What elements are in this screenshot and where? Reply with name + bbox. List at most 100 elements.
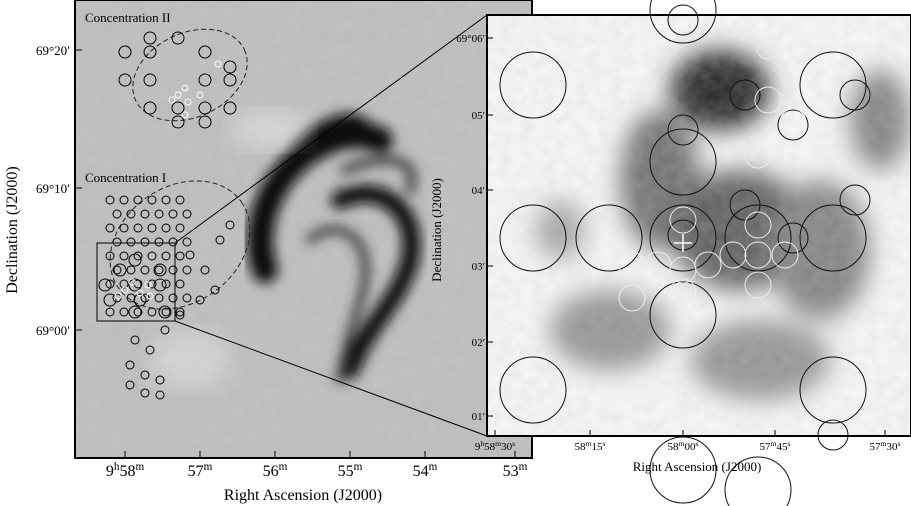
field-circle (126, 293, 136, 303)
field-circle (799, 356, 867, 424)
field-circle (133, 195, 143, 205)
field-circle (499, 204, 567, 272)
field-circle (153, 263, 167, 277)
field-circle (147, 251, 157, 261)
field-circle (140, 209, 150, 219)
tick-label-part: 15 (591, 441, 603, 453)
field-circle (649, 281, 717, 349)
tick-label-part: 05′ (472, 110, 485, 122)
field-circle (154, 293, 164, 303)
field-circle (133, 251, 143, 261)
x-axis-label: Right Ascension (J2000) (224, 487, 382, 504)
field-circle (130, 335, 140, 345)
field-circle (105, 195, 115, 205)
field-circle (105, 251, 115, 261)
field-circle (133, 293, 147, 307)
field-circle (175, 251, 185, 261)
field-circle (198, 73, 212, 87)
tick-label-part: 9 (475, 441, 481, 453)
field-circle (174, 91, 182, 99)
field-circle (105, 223, 115, 233)
field-circle (128, 278, 136, 286)
field-circle (182, 237, 192, 247)
tick-label-part: 58 (668, 441, 680, 453)
field-circle (225, 220, 235, 230)
tick-label-part: 58 (575, 441, 587, 453)
field-circle (777, 109, 809, 141)
tick-label-part: s (897, 439, 900, 448)
field-circle (756, 36, 780, 60)
tick-label: 54m (413, 461, 438, 480)
field-circle (181, 111, 189, 119)
field-circle (744, 271, 772, 299)
field-circle (133, 307, 143, 317)
tick-label-part: m (204, 461, 213, 473)
field-circle (161, 307, 171, 317)
field-circle (185, 250, 195, 260)
field-circle (126, 209, 136, 219)
field-circle (121, 286, 129, 294)
field-circle (119, 195, 129, 205)
field-circle (168, 265, 178, 275)
annotation: Concentration II (85, 10, 171, 25)
tick-label-part: s (602, 439, 605, 448)
field-circle (575, 204, 643, 272)
field-circle (158, 305, 172, 319)
field-circle (140, 388, 150, 398)
field-circle (839, 184, 871, 216)
field-circle (154, 237, 164, 247)
tick-label-part: 55 (338, 463, 354, 480)
field-circle (168, 96, 176, 104)
tick-label-part: 69°20′ (36, 43, 70, 58)
zoom-line (174, 320, 488, 437)
field-circle (136, 289, 144, 297)
field-circle (168, 293, 178, 303)
field-circle (155, 390, 165, 400)
tick-label-part: m (354, 461, 363, 473)
field-circle (140, 293, 150, 303)
field-circle (160, 325, 170, 335)
tick-label-part: 69°10′ (36, 181, 70, 196)
tick-label-part: m (135, 461, 144, 473)
field-circle (147, 223, 157, 233)
field-circle (175, 307, 185, 317)
field-circle (724, 204, 792, 272)
field-circle (724, 456, 792, 506)
tick-label-part: s (787, 439, 790, 448)
field-circle (112, 293, 122, 303)
field-circle (223, 60, 237, 74)
x-axis-label: Right Ascension (J2000) (633, 459, 762, 474)
tick-label: 57m (188, 461, 213, 480)
tick-label-part: m (519, 461, 528, 473)
tick-label-part: m (679, 439, 685, 448)
field-circle (147, 279, 157, 289)
tick-label-part: 02′ (472, 337, 485, 349)
field-circle (119, 279, 129, 289)
field-circle (119, 223, 129, 233)
tick-label: 9h58m (106, 461, 145, 480)
tick-label: 56m (263, 461, 288, 480)
tick-label-part: 57 (870, 441, 882, 453)
tick-label: 69°20′ (36, 43, 70, 58)
field-circle (667, 4, 699, 36)
tick-label-part: 45 (776, 441, 788, 453)
field-circle (147, 307, 157, 317)
tick-label-part: m (771, 439, 777, 448)
field-circle (143, 31, 157, 45)
field-circle (175, 310, 185, 320)
tick-label: 01′ (472, 411, 485, 423)
field-circle (744, 211, 772, 239)
field-circle (694, 251, 722, 279)
field-circle (182, 265, 192, 275)
field-circle (155, 375, 165, 385)
field-circle (105, 307, 115, 317)
field-circle (143, 73, 157, 87)
field-circle (125, 360, 135, 370)
tick-label: 69°10′ (36, 181, 70, 196)
field-circle (171, 101, 185, 115)
tick-label-part: 54 (413, 463, 429, 480)
field-circle (98, 278, 112, 292)
field-circle (754, 86, 782, 114)
tick-label-part: 58 (119, 463, 135, 480)
